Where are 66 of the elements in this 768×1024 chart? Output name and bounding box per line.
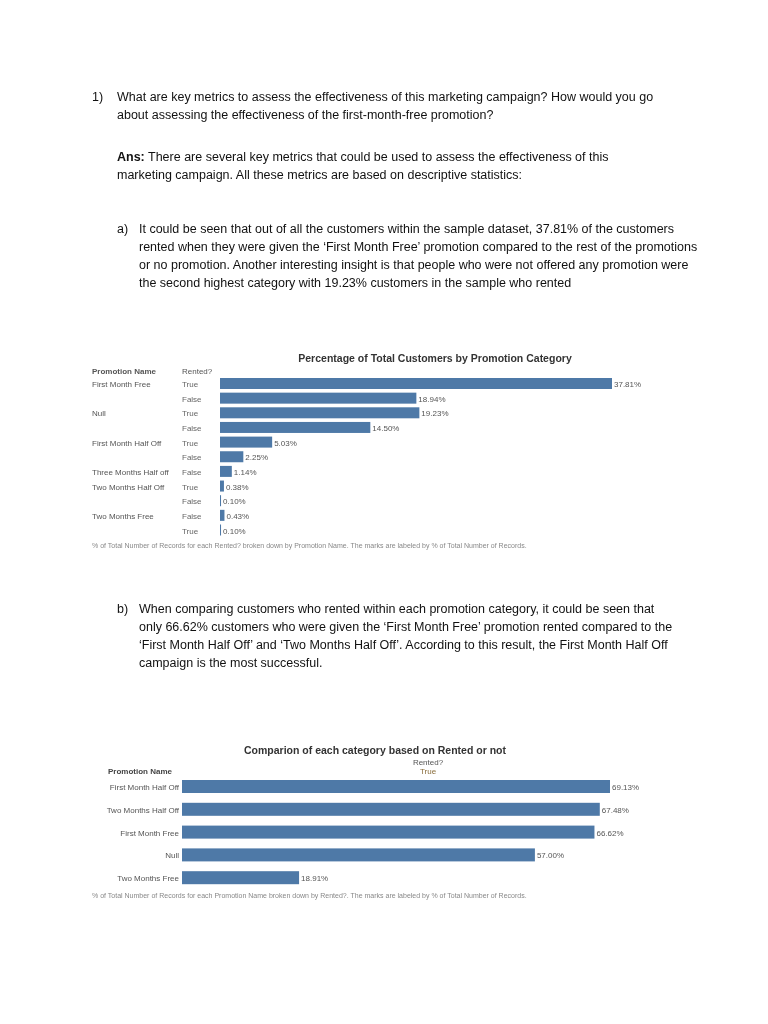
bar xyxy=(220,392,417,404)
text: What are key metrics to assess the effectiveness of this marketing campaign? How would you go about assessing the effectiveness of the first-month-free promotion? xyxy=(117,89,655,124)
data-label: 0.38% xyxy=(225,482,249,492)
y-tick-label: False xyxy=(182,394,203,404)
y-axis-title: Promotion Name xyxy=(92,367,157,376)
y-tick-label: False xyxy=(182,497,203,507)
bar xyxy=(220,421,371,433)
y-tick-label: True xyxy=(182,526,199,536)
data-label: 67.48% xyxy=(601,805,629,815)
text: Three Months Half off xyxy=(92,467,170,477)
text: First Month Half Off xyxy=(92,438,162,448)
bar xyxy=(220,407,420,419)
data-label: 2.25% xyxy=(245,453,269,463)
data-label: 66.62% xyxy=(596,828,624,838)
bar xyxy=(182,780,610,793)
legend-title: Rented? xyxy=(182,367,213,376)
chart-title: Percentage of Total Customers by Promotion Category xyxy=(298,352,572,364)
bar xyxy=(220,378,612,389)
y-tick-label: True xyxy=(182,380,199,389)
bar xyxy=(220,480,224,492)
bar xyxy=(220,465,232,477)
bar xyxy=(182,802,600,816)
text: a) xyxy=(117,221,129,238)
data-label: 0.10% xyxy=(223,526,246,536)
text: It could be seen that out of all the customers within the sample dataset, 37.81% of the customers rented when they were given the ‘First Month Free’ promotion compared to the rest of the promotions or no promotion. Another interesting insight is that people who were not offered any promotion were the second highest category with 19.23% customers in the sample who rented xyxy=(139,221,699,292)
y-axis-title: Promotion Name xyxy=(108,767,173,776)
data-label: 18.91% xyxy=(301,874,329,884)
data-label: 5.03% xyxy=(274,438,297,448)
y-tick-label: Two Months Half Off xyxy=(106,805,180,815)
text: b) xyxy=(117,601,129,618)
bar xyxy=(220,451,244,463)
bar xyxy=(182,871,300,885)
text: Two Months Free xyxy=(92,511,155,521)
y-tick-label: Null xyxy=(165,851,180,861)
data-label: 0.43% xyxy=(226,511,250,521)
data-label: 1.14% xyxy=(233,467,257,477)
y-tick-label: First Month Free xyxy=(120,828,180,838)
text: Null xyxy=(92,409,106,419)
text: Two Months Half Off xyxy=(92,482,166,492)
text: When comparing customers who rented within each promotion category, it could be seen that only 66.62% customers who were given the ‘First Month Free’ promotion rented compared to the ‘First Month Half Off’ and ‘Two Months Half Off’. According to this result, the First Month Half Off campaign is the most successful. xyxy=(139,601,674,672)
text: First Month Free xyxy=(92,380,152,389)
bar xyxy=(182,825,595,839)
data-label: 18.94% xyxy=(418,394,446,404)
data-label: 69.13% xyxy=(612,783,640,792)
series-label: True xyxy=(419,767,437,776)
legend-title: Rented? xyxy=(412,758,444,767)
y-tick-label: Two Months Free xyxy=(117,874,180,884)
y-tick-label: True xyxy=(182,409,199,419)
y-tick-label: True xyxy=(182,482,199,492)
data-label: 19.23% xyxy=(421,409,449,419)
bar xyxy=(182,848,535,862)
chart-title: Comparion of each category based on Rented or not xyxy=(244,744,507,756)
y-tick-label: False xyxy=(182,453,203,463)
data-label: 57.00% xyxy=(536,851,565,861)
y-tick-label: False xyxy=(182,511,203,521)
y-tick-label: First Month Half Off xyxy=(109,783,180,792)
bar xyxy=(220,436,273,448)
data-label: 37.81% xyxy=(614,380,642,389)
bar xyxy=(220,509,225,521)
data-label: 14.50% xyxy=(372,423,400,433)
text: 1) xyxy=(92,89,104,106)
y-tick-label: False xyxy=(182,423,203,433)
y-tick-label: True xyxy=(182,438,199,448)
data-label: 0.10% xyxy=(223,497,246,507)
y-tick-label: False xyxy=(182,467,203,477)
text: Ans: xyxy=(117,150,145,164)
